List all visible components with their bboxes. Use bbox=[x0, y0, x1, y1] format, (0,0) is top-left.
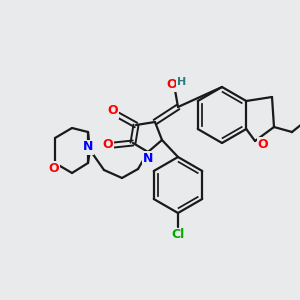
Text: H: H bbox=[177, 77, 187, 87]
Text: Cl: Cl bbox=[171, 229, 184, 242]
Text: O: O bbox=[258, 137, 268, 151]
Text: O: O bbox=[167, 77, 177, 91]
Text: N: N bbox=[83, 140, 93, 154]
Text: O: O bbox=[103, 139, 113, 152]
Text: N: N bbox=[143, 152, 153, 164]
Text: O: O bbox=[108, 104, 118, 118]
Text: O: O bbox=[49, 161, 59, 175]
